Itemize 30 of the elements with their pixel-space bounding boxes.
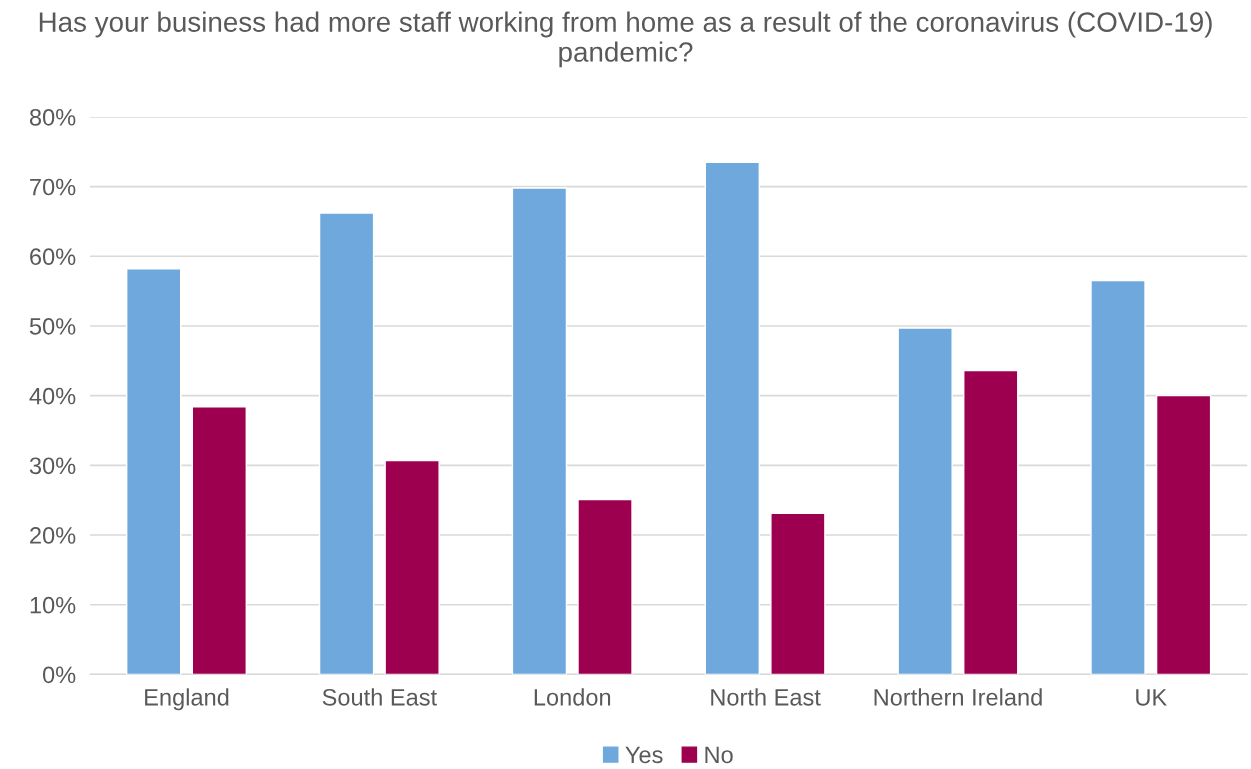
bar [577,498,633,675]
bar [126,268,182,675]
bar [704,161,760,675]
y-tick-label: 40% [29,387,76,405]
x-tick-label: UK [1136,689,1167,706]
y-tick-label: 50% [29,318,76,335]
bar [1155,394,1212,675]
bar [318,212,375,675]
chart-title: Has your business had more staff working from home as a result of the coronavirus (COVID-19) pandemic? [39,11,1212,68]
bar [1090,279,1146,675]
y-tick-label: 10% [30,596,76,614]
bar [897,327,953,675]
x-tick-label: North East [711,688,821,706]
bar [963,369,1019,675]
legend-label: Yes [625,746,663,764]
x-tick-label: South East [322,688,437,706]
y-tick-label: 70% [30,178,76,196]
y-tick-label: 60% [30,248,76,266]
bar [511,187,568,675]
x-tick-label: London [534,688,611,706]
y-tick-label: 80% [29,108,76,126]
bar [191,406,247,675]
y-tick-label: 0% [42,666,76,684]
y-tick-label: 20% [30,527,76,544]
y-tick-label: 30% [29,457,76,475]
bar [770,512,826,675]
legend-label: No [705,746,733,764]
x-tick-label: Northern Ireland [874,688,1042,706]
x-tick-label: England [145,688,229,711]
bar [384,459,440,675]
